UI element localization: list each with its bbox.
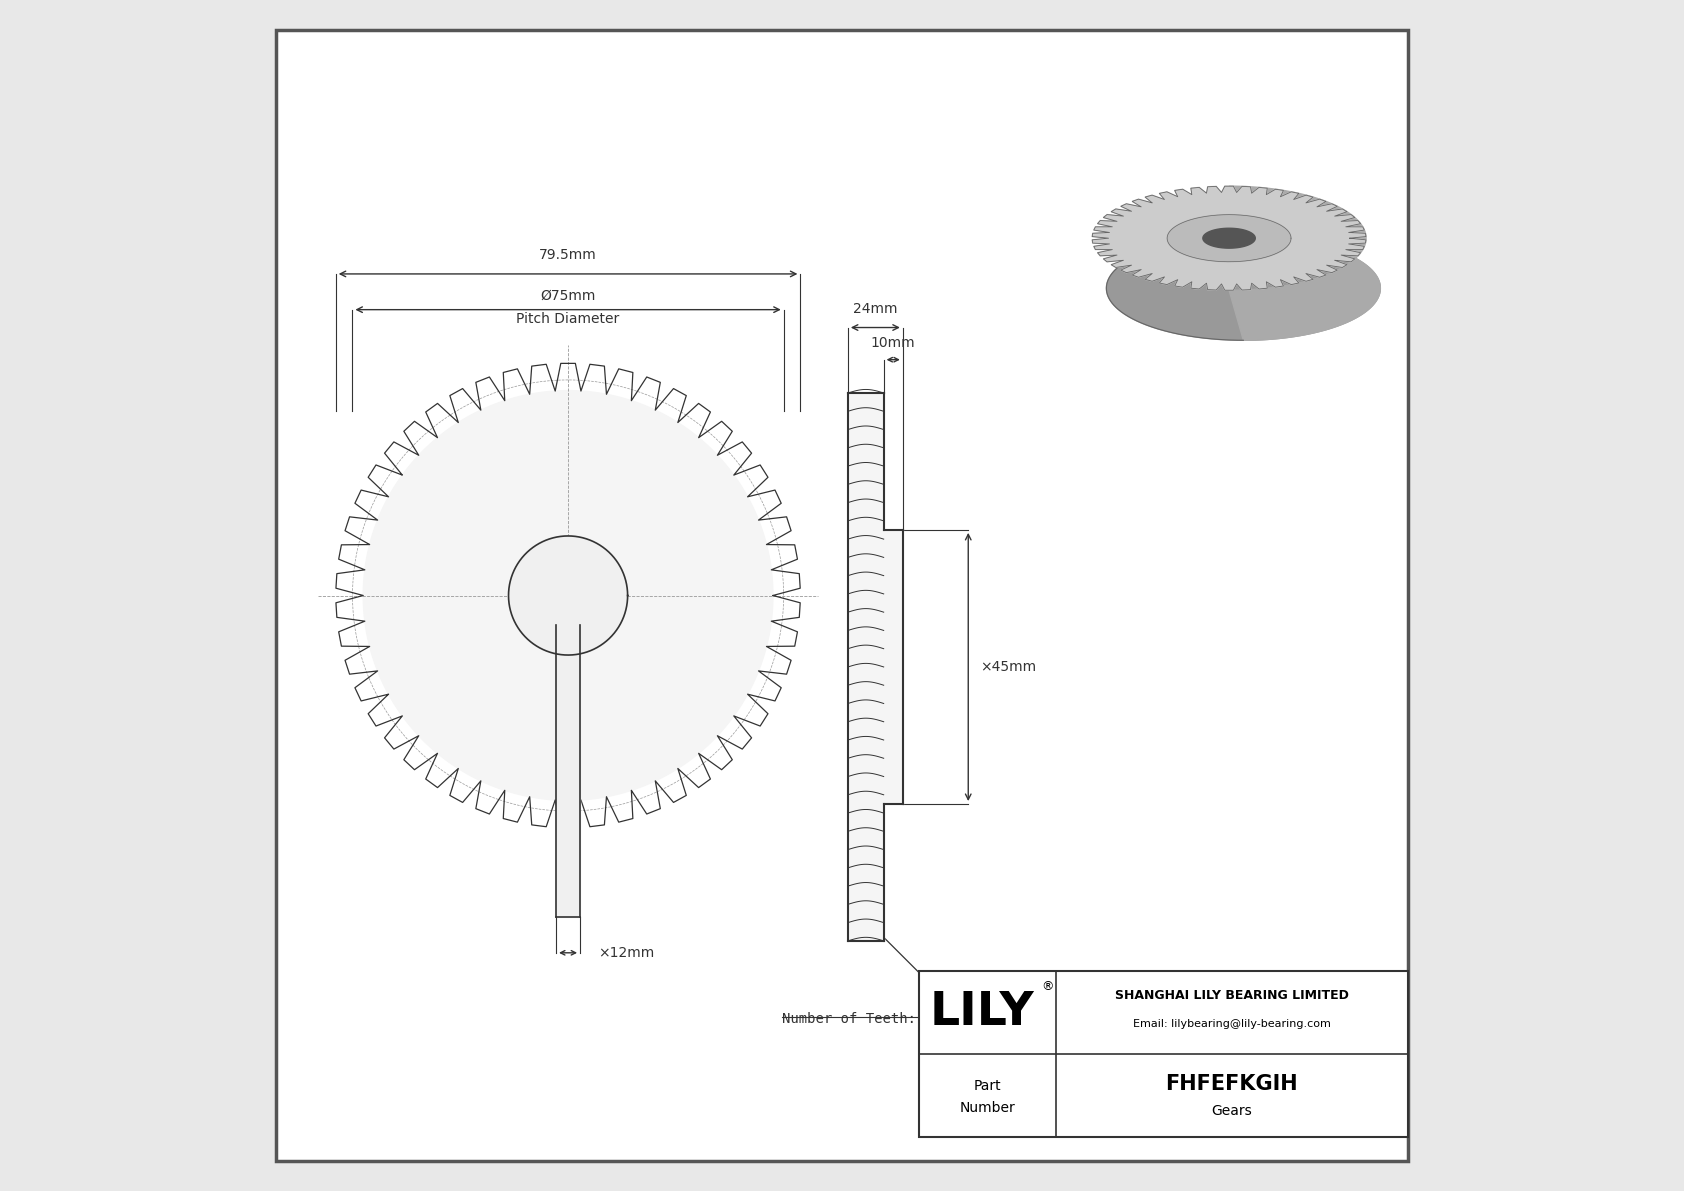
Text: ®: ® bbox=[1041, 980, 1054, 992]
Text: ×45mm: ×45mm bbox=[980, 660, 1036, 674]
Text: Ø75mm: Ø75mm bbox=[541, 288, 596, 303]
Polygon shape bbox=[849, 393, 884, 941]
Text: LILY: LILY bbox=[930, 990, 1034, 1035]
Polygon shape bbox=[1229, 186, 1381, 341]
Text: Part: Part bbox=[973, 1079, 1002, 1093]
Text: Number: Number bbox=[960, 1100, 1015, 1115]
Polygon shape bbox=[884, 530, 903, 804]
Polygon shape bbox=[1202, 229, 1255, 248]
Polygon shape bbox=[509, 536, 628, 655]
Text: ×12mm: ×12mm bbox=[598, 946, 653, 960]
Text: 24mm: 24mm bbox=[854, 301, 898, 316]
Polygon shape bbox=[364, 391, 773, 800]
Text: Email: lilybearing@lily-bearing.com: Email: lilybearing@lily-bearing.com bbox=[1133, 1019, 1330, 1029]
Text: SHANGHAI LILY BEARING LIMITED: SHANGHAI LILY BEARING LIMITED bbox=[1115, 990, 1349, 1002]
Polygon shape bbox=[1167, 214, 1292, 262]
Text: Number of Teeth: 50: Number of Teeth: 50 bbox=[783, 1012, 941, 1027]
Text: FHFEFKGIH: FHFEFKGIH bbox=[1165, 1074, 1298, 1093]
Text: 79.5mm: 79.5mm bbox=[539, 248, 596, 262]
Polygon shape bbox=[556, 625, 579, 917]
Text: 10mm: 10mm bbox=[871, 336, 916, 350]
Text: Pitch Diameter: Pitch Diameter bbox=[517, 312, 620, 326]
Polygon shape bbox=[1106, 236, 1381, 341]
Text: Gears: Gears bbox=[1211, 1104, 1253, 1118]
Bar bbox=[919, 971, 1408, 1137]
Polygon shape bbox=[1093, 186, 1366, 291]
